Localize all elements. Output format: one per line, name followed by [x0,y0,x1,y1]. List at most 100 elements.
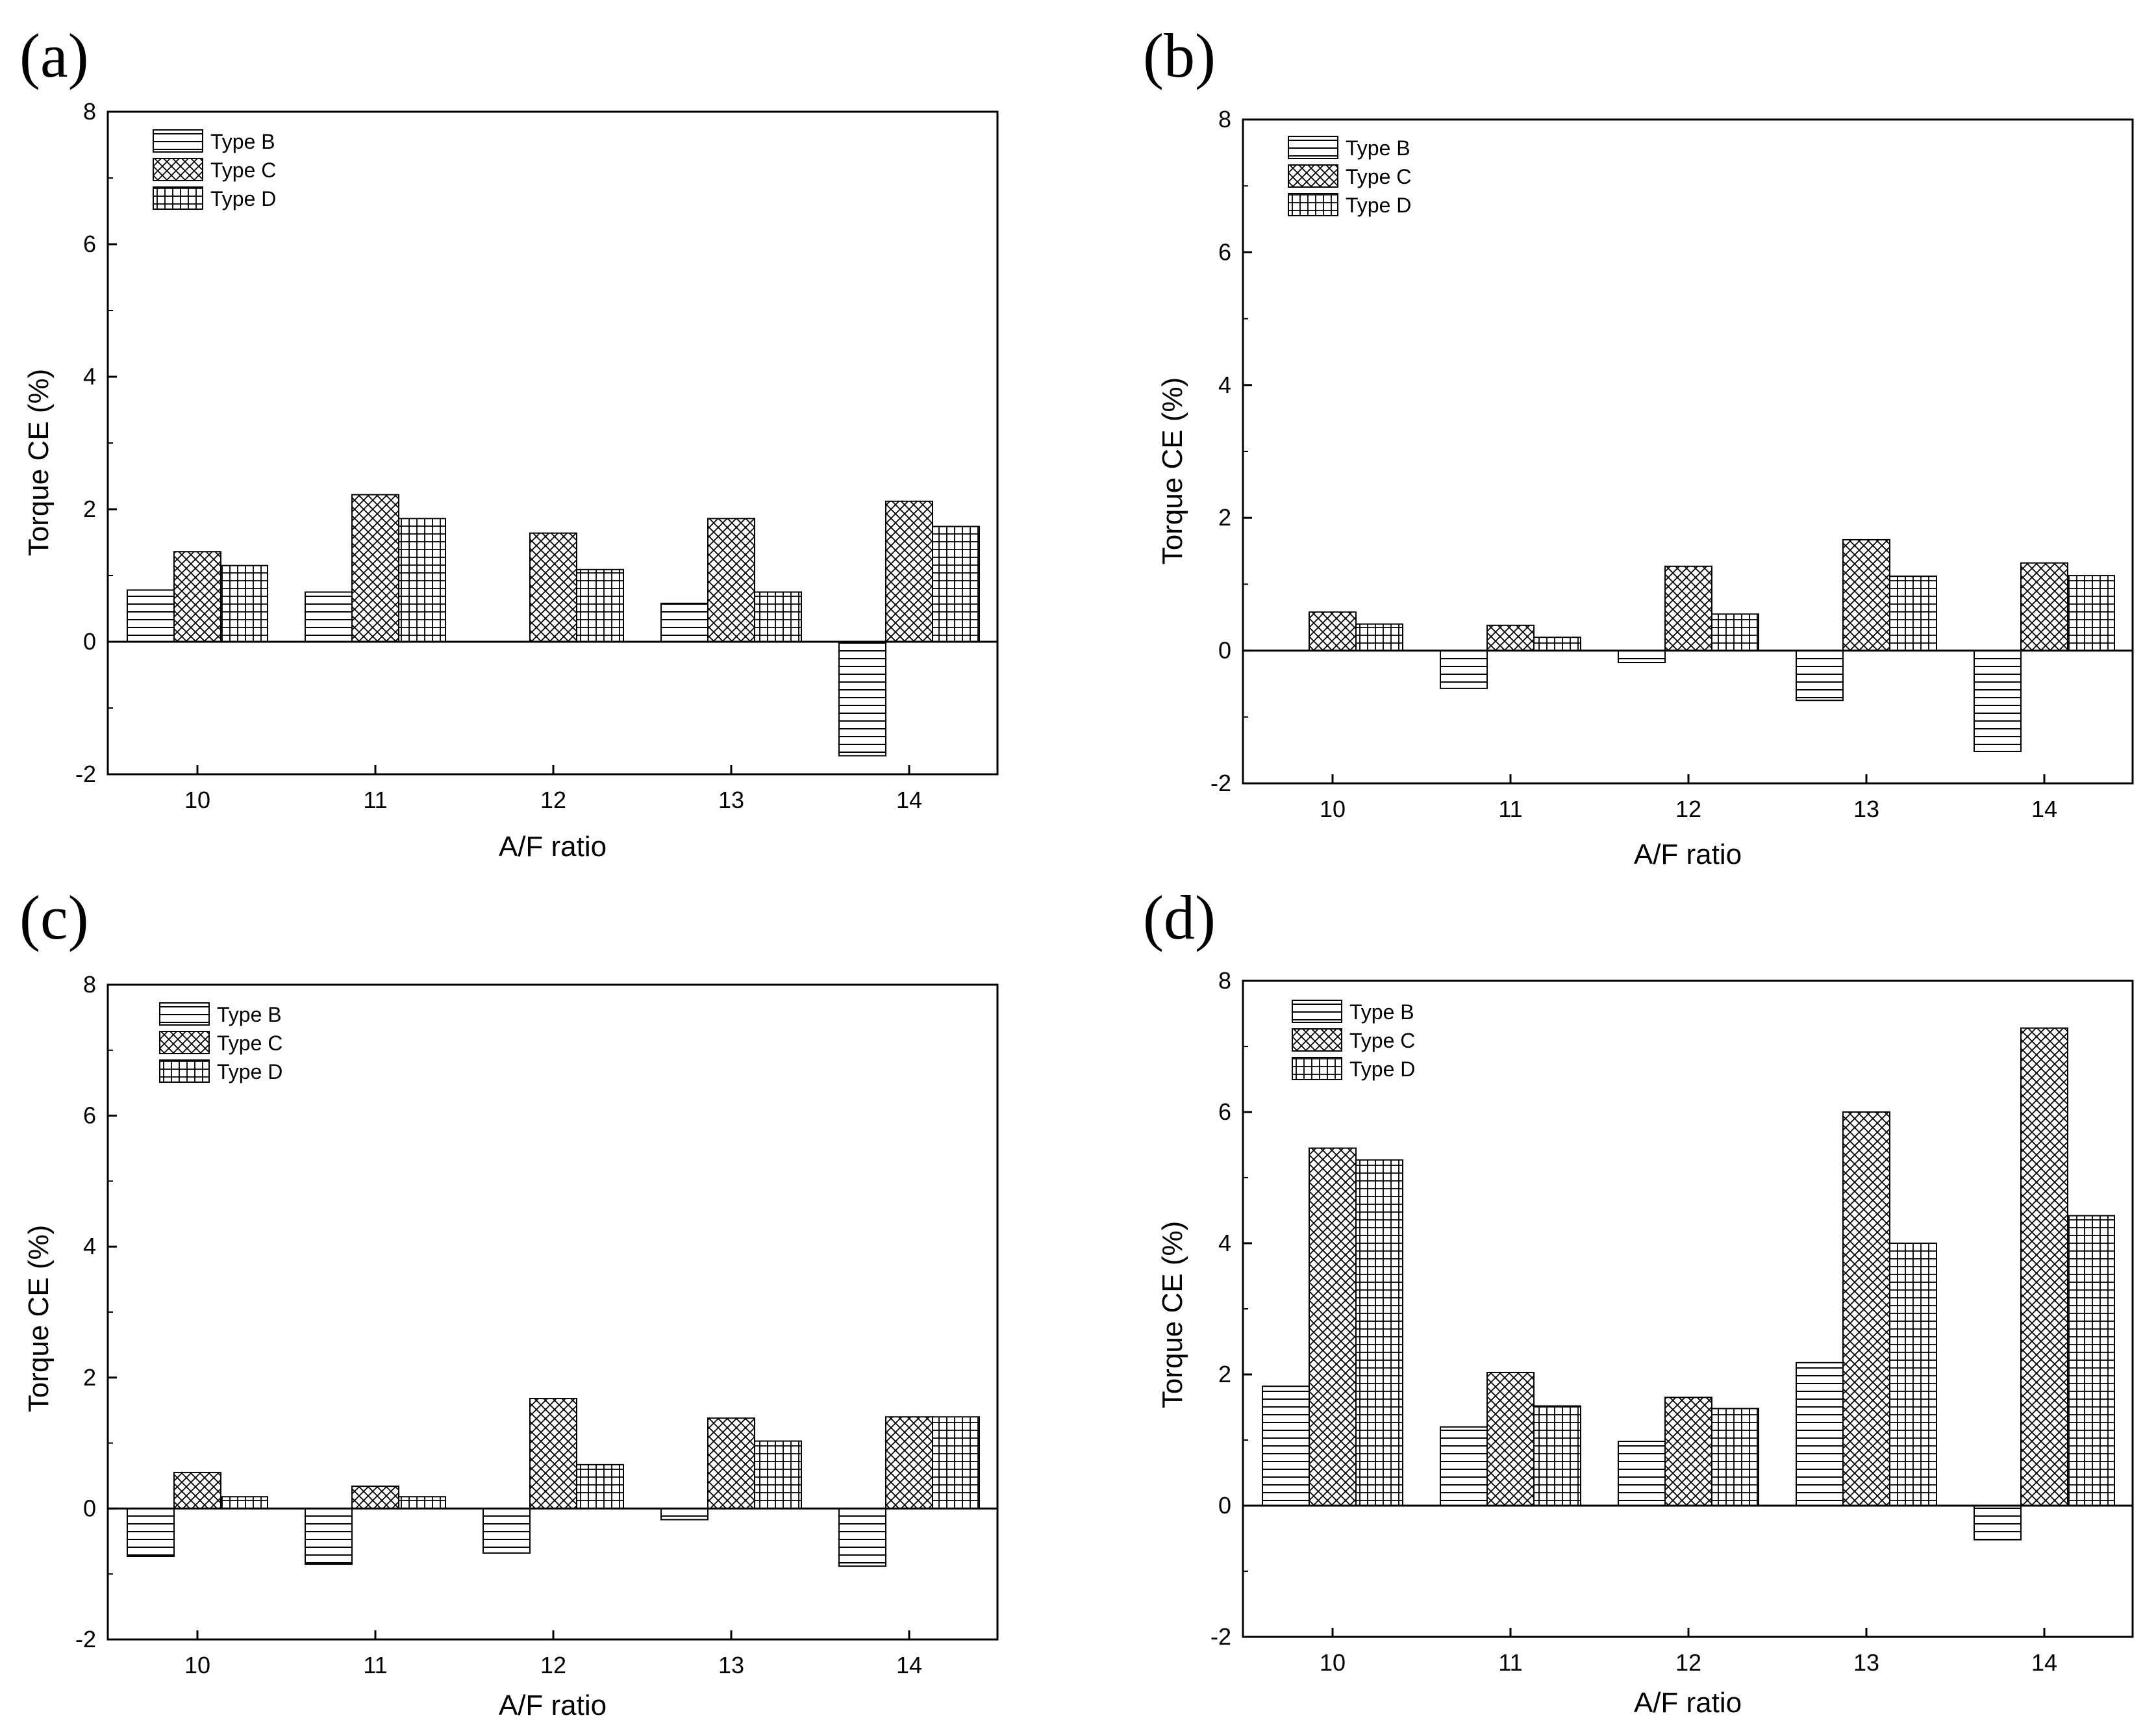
x-axis-title: A/F ratio [499,1689,607,1721]
y-tick-label: 4 [1218,1230,1231,1256]
axes: -2 0 2 4 6 8 10 11 12 13 14 [75,971,997,1678]
bar-type-c-11 [351,494,399,642]
x-tick-label: 12 [540,1652,566,1678]
y-axis-title: Torque CE (%) [23,1225,55,1413]
x-tick-label: 11 [363,787,387,813]
legend-label: Type B [217,1003,282,1026]
bar-type-b-14 [1974,1505,2022,1541]
bar-type-d-13 [1889,576,1937,651]
bar-type-b-13 [1796,650,1844,702]
panel-label: (b) [1143,21,1216,90]
y-tick-label: 2 [83,1364,96,1391]
bar-type-c-12 [529,1398,577,1510]
bar-group [127,1398,980,1567]
y-tick-label: 6 [83,231,96,257]
bar-type-d-12 [1711,1408,1759,1507]
y-tick-label: 2 [1218,504,1231,531]
x-tick-label: 12 [1675,796,1701,822]
x-tick-label: 14 [2031,1649,2057,1676]
bar-type-b-14 [838,641,886,757]
y-tick-label: 8 [83,98,96,125]
x-tick-label: 11 [363,1652,387,1678]
bar-type-c-13 [1842,1111,1890,1506]
x-tick-label: 11 [1498,1649,1522,1676]
legend-label: Type B [1346,136,1410,160]
y-tick-label: 8 [83,971,96,998]
legend-swatch-type-b [159,1002,210,1026]
panel-label: (d) [1143,883,1216,952]
legend-label: Type C [210,158,276,182]
y-tick-label: 4 [83,1233,96,1259]
x-tick-label: 12 [1675,1649,1701,1676]
bar-type-c-12 [1664,1397,1712,1507]
y-tick-label: -2 [75,761,96,787]
bar-type-c-12 [529,532,577,642]
legend-swatch-type-d [153,186,203,210]
legend: Type B Type C Type D [153,129,276,210]
legend-swatch-type-d [1288,193,1338,216]
y-tick-label: 8 [1218,106,1231,133]
y-axis-title: Torque CE (%) [1157,377,1188,565]
y-tick-label: 0 [83,1495,96,1521]
y-axis-title: Torque CE (%) [1157,1221,1188,1409]
y-axis-title: Torque CE (%) [23,369,55,557]
x-axis-title: A/F ratio [1634,839,1742,870]
y-tick-label: 6 [83,1102,96,1129]
legend-label: Type D [217,1060,282,1083]
bar-type-d-14 [2067,575,2115,651]
bar-type-c-10 [173,1471,221,1510]
legend-swatch-type-d [1292,1057,1342,1080]
bar-type-d-11 [398,1496,446,1510]
y-tick-label: 6 [1218,238,1231,265]
legend-swatch-type-b [153,129,203,153]
bar-type-c-13 [1842,538,1890,651]
bar-type-b-12 [483,1508,531,1554]
bar-type-d-10 [220,564,268,643]
bar-type-b-10 [127,1508,175,1557]
y-tick-label: 2 [83,496,96,522]
y-tick-label: -2 [1210,1623,1231,1650]
legend-swatch-type-c [159,1031,210,1054]
x-tick-label: 12 [540,787,566,813]
x-tick-label: 13 [718,787,744,813]
y-tick-label: 4 [1218,372,1231,398]
legend: Type B Type C Type D [159,1002,282,1083]
bar-type-b-14 [838,1508,886,1567]
legend-swatch-type-b [1292,1000,1342,1023]
legend-label: Type D [1346,194,1411,217]
bar-type-c-11 [1486,1371,1535,1506]
x-tick-label: 10 [184,1652,210,1678]
y-tick-label: 0 [83,628,96,655]
x-tick-label: 13 [1853,796,1879,822]
legend-swatch-type-c [153,158,203,181]
y-tick-label: 2 [1218,1361,1231,1387]
bar-type-c-13 [707,518,755,643]
bar-group [127,494,980,757]
legend-label: Type B [210,130,275,153]
axes: -2 0 2 4 6 8 10 11 12 13 14 [75,98,997,813]
panel-b: (b) -2 0 2 4 6 8 10 11 12 13 14 A/F ratio Torque C… [1143,21,2134,870]
bar-type-b-13 [660,1508,708,1521]
y-tick-label: -2 [1210,770,1231,796]
bar-type-c-11 [351,1486,399,1510]
y-tick-label: 0 [1218,637,1231,664]
x-tick-label: 10 [1320,796,1346,822]
x-axis-title: A/F ratio [1634,1687,1742,1719]
panel-label: (a) [19,21,89,90]
bar-type-d-12 [576,568,624,643]
bar-type-b-11 [305,1508,353,1565]
bar-group [1309,538,2115,752]
bar-type-c-14 [885,500,933,643]
legend-swatch-type-d [159,1059,210,1083]
y-tick-label: 6 [1218,1098,1231,1125]
bar-type-b-12 [1618,650,1666,663]
bar-type-b-13 [660,602,708,643]
bar-type-d-12 [576,1463,624,1510]
x-axis-title: A/F ratio [499,831,607,863]
bar-type-d-13 [1889,1243,1937,1506]
panel-c: (c) -2 0 2 4 6 8 10 11 12 13 14 A/F ratio Torque C… [19,883,999,1721]
legend-label: Type C [217,1031,282,1055]
bar-type-c-12 [1664,565,1712,651]
axes: -2 0 2 4 6 8 10 11 12 13 14 [1210,106,2133,822]
bar-type-c-14 [2020,1027,2068,1506]
